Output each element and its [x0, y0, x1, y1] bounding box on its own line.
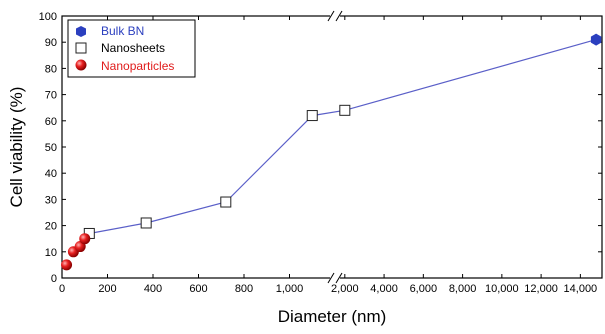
- axis-break-slash-bottom: [335, 272, 343, 284]
- axis-break-slash-top: [327, 10, 335, 22]
- axis-ticks: 0 10 20 30 40 50 60 70 80 90 100 0 200 400 600 800 1,000…: [39, 11, 602, 295]
- x-tick-label: 6,000: [410, 283, 438, 295]
- legend-square-marker: [75, 42, 87, 54]
- y-axis-title: Cell viability (%): [7, 87, 26, 208]
- y-tick-label: 60: [45, 116, 57, 128]
- nanoparticle-point: [61, 259, 73, 271]
- y-tick-label: 100: [39, 11, 57, 23]
- y-tick-label: 30: [45, 194, 57, 206]
- data-markers: [61, 33, 602, 271]
- legend-sphere-marker: [75, 59, 87, 71]
- legend: Bulk BN Nanosheets Nanoparticles: [67, 19, 196, 78]
- nanoparticle-point: [79, 233, 91, 245]
- bulk-bn-point: [590, 33, 602, 46]
- x-tick-label: 1,000: [276, 283, 304, 295]
- x-tick-label: 14,000: [564, 283, 598, 295]
- y-tick-label: 40: [45, 168, 57, 180]
- x-axis-title: Diameter (nm): [278, 307, 387, 326]
- nanosheet-point: [220, 196, 232, 208]
- y-tick-label: 10: [45, 247, 57, 259]
- nanosheet-point: [339, 104, 351, 116]
- axis-break-gap-top: [330, 13, 340, 19]
- axis-break: [327, 10, 343, 284]
- y-tick-label: 80: [45, 63, 57, 75]
- y-tick-label: 20: [45, 221, 57, 233]
- x-tick-label: 200: [98, 283, 116, 295]
- legend-hexagon-marker: [76, 26, 86, 37]
- y-tick-label: 90: [45, 37, 57, 49]
- axis-break-slash-bottom: [327, 272, 335, 284]
- legend-label-nanosheets: Nanosheets: [101, 41, 165, 55]
- y-tick-label: 50: [45, 142, 57, 154]
- x-tick-label: 8,000: [449, 283, 477, 295]
- legend-label-bulk-bn: Bulk BN: [101, 24, 144, 38]
- axis-break-gap-bottom: [330, 275, 340, 281]
- axis-break-slash-top: [335, 10, 343, 22]
- nanosheet-point: [140, 217, 152, 229]
- x-tick-label: 2,000: [331, 283, 359, 295]
- viability-line: [89, 39, 597, 235]
- y-tick-label: 70: [45, 90, 57, 102]
- x-tick-label: 800: [235, 283, 253, 295]
- legend-box: [67, 19, 196, 78]
- x-tick-label: 400: [144, 283, 162, 295]
- x-tick-label: 0: [59, 283, 65, 295]
- x-tick-label: 4,000: [370, 283, 398, 295]
- legend-label-nanoparticles: Nanoparticles: [101, 59, 174, 73]
- y-tick-label: 0: [51, 273, 57, 285]
- nanosheet-point: [306, 110, 318, 122]
- x-tick-label: 10,000: [485, 283, 519, 295]
- x-tick-label: 12,000: [524, 283, 558, 295]
- series-line: [89, 39, 597, 235]
- x-tick-label: 600: [189, 283, 207, 295]
